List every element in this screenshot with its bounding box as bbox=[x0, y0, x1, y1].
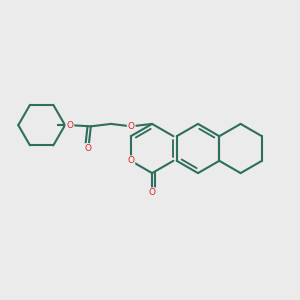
Text: O: O bbox=[66, 121, 74, 130]
Text: O: O bbox=[128, 122, 135, 131]
Text: O: O bbox=[85, 144, 92, 153]
Text: O: O bbox=[148, 188, 156, 197]
Text: O: O bbox=[127, 156, 134, 165]
